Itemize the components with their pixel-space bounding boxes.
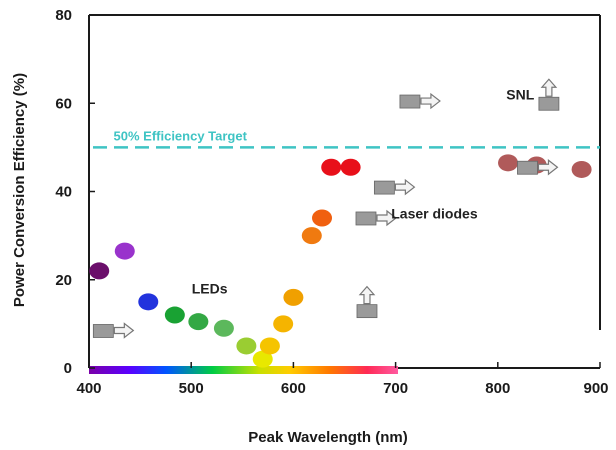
data-point (498, 154, 519, 172)
data-point (312, 209, 333, 227)
x-tick-label: 600 (281, 380, 306, 397)
arrow-right-marker (355, 209, 397, 227)
data-point (89, 262, 110, 280)
data-point (188, 313, 209, 331)
x-tick-label: 800 (485, 380, 510, 397)
annotation-label: Laser diodes (391, 206, 478, 222)
annotation-label: LEDs (192, 281, 228, 297)
y-tick-label: 40 (55, 184, 72, 201)
data-point (321, 158, 342, 176)
x-tick-label: 400 (76, 380, 101, 397)
target-line-label: 50% Efficiency Target (114, 128, 248, 143)
data-point (252, 350, 273, 368)
data-point (138, 293, 159, 311)
data-point (283, 288, 304, 306)
y-tick-label: 0 (64, 360, 72, 377)
annotation-label: SNL (506, 86, 534, 102)
arrow-right-marker (92, 322, 135, 339)
data-point (571, 160, 592, 178)
spectrum-bar (89, 366, 398, 374)
data-point (301, 227, 322, 245)
y-axis-title: Power Conversion Efficiency (%) (11, 73, 28, 307)
data-point (213, 319, 234, 337)
arrow-up-marker (356, 285, 378, 319)
data-point (164, 306, 185, 324)
data-point (340, 158, 361, 176)
data-point (114, 242, 135, 260)
y-tick-label: 80 (55, 7, 72, 24)
x-axis-title: Peak Wavelength (nm) (248, 429, 407, 446)
x-tick-label: 500 (179, 380, 204, 397)
arrow-up-marker (538, 78, 560, 111)
y-tick-label: 60 (55, 95, 72, 112)
data-point (273, 315, 294, 333)
data-point (259, 337, 280, 355)
y-tick-label: 20 (55, 272, 72, 289)
arrow-right-marker (517, 159, 559, 176)
x-tick-label: 700 (383, 380, 408, 397)
x-tick-label: 900 (583, 380, 608, 397)
arrow-right-marker (373, 178, 416, 196)
data-point (236, 337, 257, 355)
arrow-right-marker (399, 92, 441, 110)
